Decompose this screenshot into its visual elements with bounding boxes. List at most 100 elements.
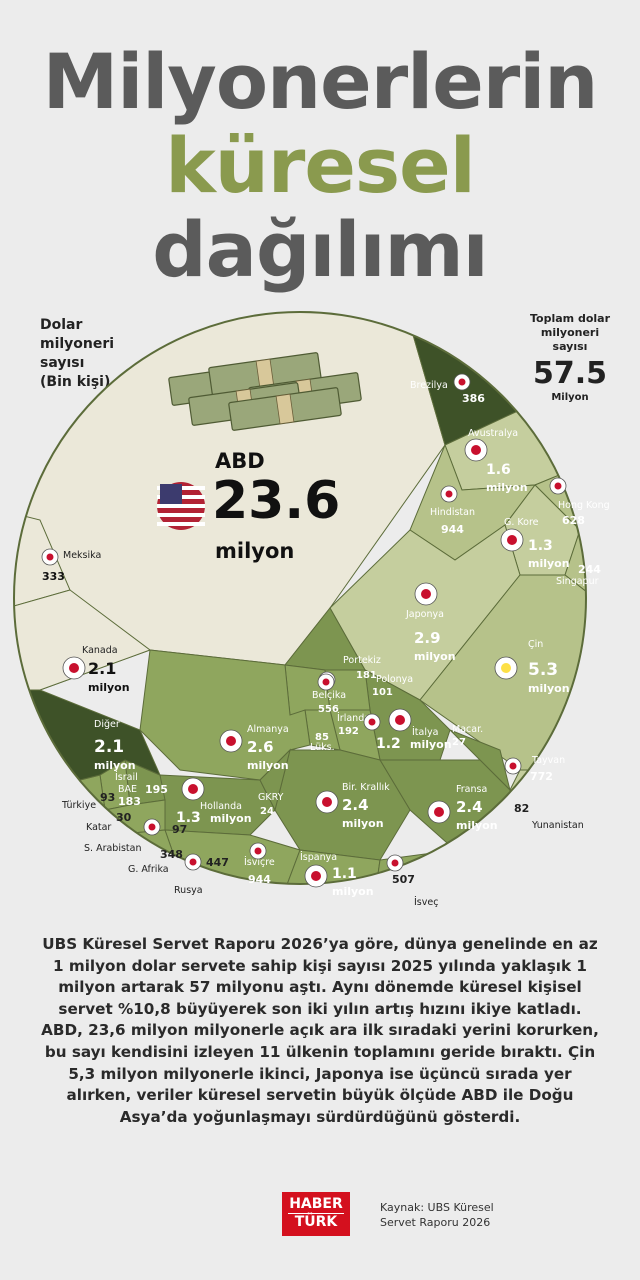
label-value: 2.1 [88,659,116,678]
cell-ispanya [269,849,381,884]
label-isvec: İsveç 507 [386,854,438,908]
label-value: 181 [356,670,377,681]
label-value: 244 [578,563,601,576]
label-belcika: Belçika 556 [312,673,346,715]
label-name: İrlanda [337,713,370,724]
label-polonya: Polonya 101 [372,674,413,698]
label-value: 1.6 [486,462,511,478]
label-name: Meksika [63,550,101,561]
label-name: Lüks. [310,742,335,753]
label-diger: Diğer 2.1 milyon [94,719,136,772]
label-name: Yunanistan [531,820,584,831]
source-line: Servet Raporu 2026 [380,1216,491,1229]
total-box: Toplam dolar milyoneri sayısı 57.5 Milyo… [510,312,630,404]
label-name: Rusya [174,885,203,896]
label-unit: milyon [528,557,570,570]
label-value: 507 [392,873,415,886]
title-line-1: Milyonerlerin [42,37,599,126]
label-name: İsviçre [244,857,275,868]
flag-hindistan-icon [440,485,458,503]
label-s-arabistan: S. Arabistan 97 [84,818,187,854]
left-note-line: Dolar [40,317,83,333]
label-value: 2.4 [342,796,369,814]
label-value: 97 [172,823,187,836]
flag-avustralya-icon [464,438,488,462]
label-avustralya: Avustralya 1.6 milyon [464,428,528,494]
label-kanada: Kanada 2.1 milyon [62,645,130,694]
flag-g-kore-icon [500,528,524,552]
total-value: 57.5 [532,356,608,391]
total-label-line: Toplam dolar [529,312,610,325]
flag-isvec-icon [386,854,404,872]
label-name: Kanada [82,645,118,656]
label-name: ABD [215,449,265,473]
total-unit: Milyon [551,392,589,403]
total-label-line: milyoneri [540,326,600,339]
label-value: 2.9 [414,629,441,647]
label-value: 386 [462,392,485,405]
label-hong-kong: Hong Kong 628 [549,477,610,527]
cell-isvicre [164,829,301,884]
label-name: Hong Kong [558,500,610,511]
label-name: Singapur [556,576,599,587]
label-isvicre: İsviçre 944 [244,842,275,886]
label-value: 944 [248,873,271,886]
flag-italya-icon [388,708,412,732]
cell-almanya [139,649,311,781]
label-g-afrika: G. Afrika 348 [128,848,183,875]
label-value: 2.1 [94,737,124,757]
label-value: 556 [318,704,339,715]
flag-abd-icon [157,482,205,530]
label-value: 93 [100,791,115,804]
label-value: 101 [372,687,393,698]
label-unit: milyon [215,539,294,563]
label-value: 1.1 [332,866,357,882]
flag-cin-icon [494,656,518,680]
cell-gkry [259,748,291,812]
label-g-kore: G. Kore 1.3 milyon [500,517,570,570]
label-israil: İsrail 195 [115,772,168,796]
label-name: Hollanda [200,801,242,812]
flag-bir-krallik-icon [315,790,339,814]
left-note-line: milyoneri [40,336,115,352]
flag-brezilya-icon [453,373,471,391]
label-value: 1.3 [528,538,553,554]
label-hindistan: Hindistan 944 [430,485,475,536]
label-name: Türkiye [61,800,96,811]
label-name: İsveç [414,897,438,908]
label-rusya: Rusya 447 [174,853,229,896]
banknote-bundle-icon [228,387,342,431]
flag-japonya-icon [414,582,438,606]
label-name: GKRY [258,792,284,803]
label-value: 5.3 [528,660,558,680]
label-gkry: GKRY 24 [258,792,284,817]
label-name: İtalya [412,727,438,738]
label-value: 85 [315,732,329,743]
money-stack-icon [168,352,362,431]
label-katar: Katar 30 [86,811,132,833]
label-name: Japonya [405,609,444,620]
source-line: Kaynak: UBS Küresel [380,1201,494,1214]
label-italya: İtalya 1.2 milyon [376,708,452,752]
label-brezilya: Brezilya 386 [410,373,485,405]
label-name: Çin [528,639,543,650]
label-name: Avustralya [468,428,518,439]
label-luks: Lüks.85 [310,732,335,753]
label-macar: Macar. 27 [452,724,483,748]
label-name: G. Afrika [128,864,169,875]
label-value: 183 [118,795,141,808]
label-name: Macar. [452,724,483,735]
flag-isvicre-icon [249,842,267,860]
left-note-line: sayısı [40,355,85,371]
label-value: 195 [145,783,168,796]
label-name: BAE [118,784,137,795]
label-unit: milyon [332,885,374,898]
cell-bir-krallik [274,749,411,861]
label-turkiye: Türkiye 93 [61,791,115,811]
label-unit: milyon [88,681,130,694]
flag-ispanya-icon [304,864,328,888]
left-note: Dolar milyoneri sayısı (Bin kişi) [40,316,114,392]
flag-kanada-icon [62,656,86,680]
label-name: G. Kore [504,517,539,528]
